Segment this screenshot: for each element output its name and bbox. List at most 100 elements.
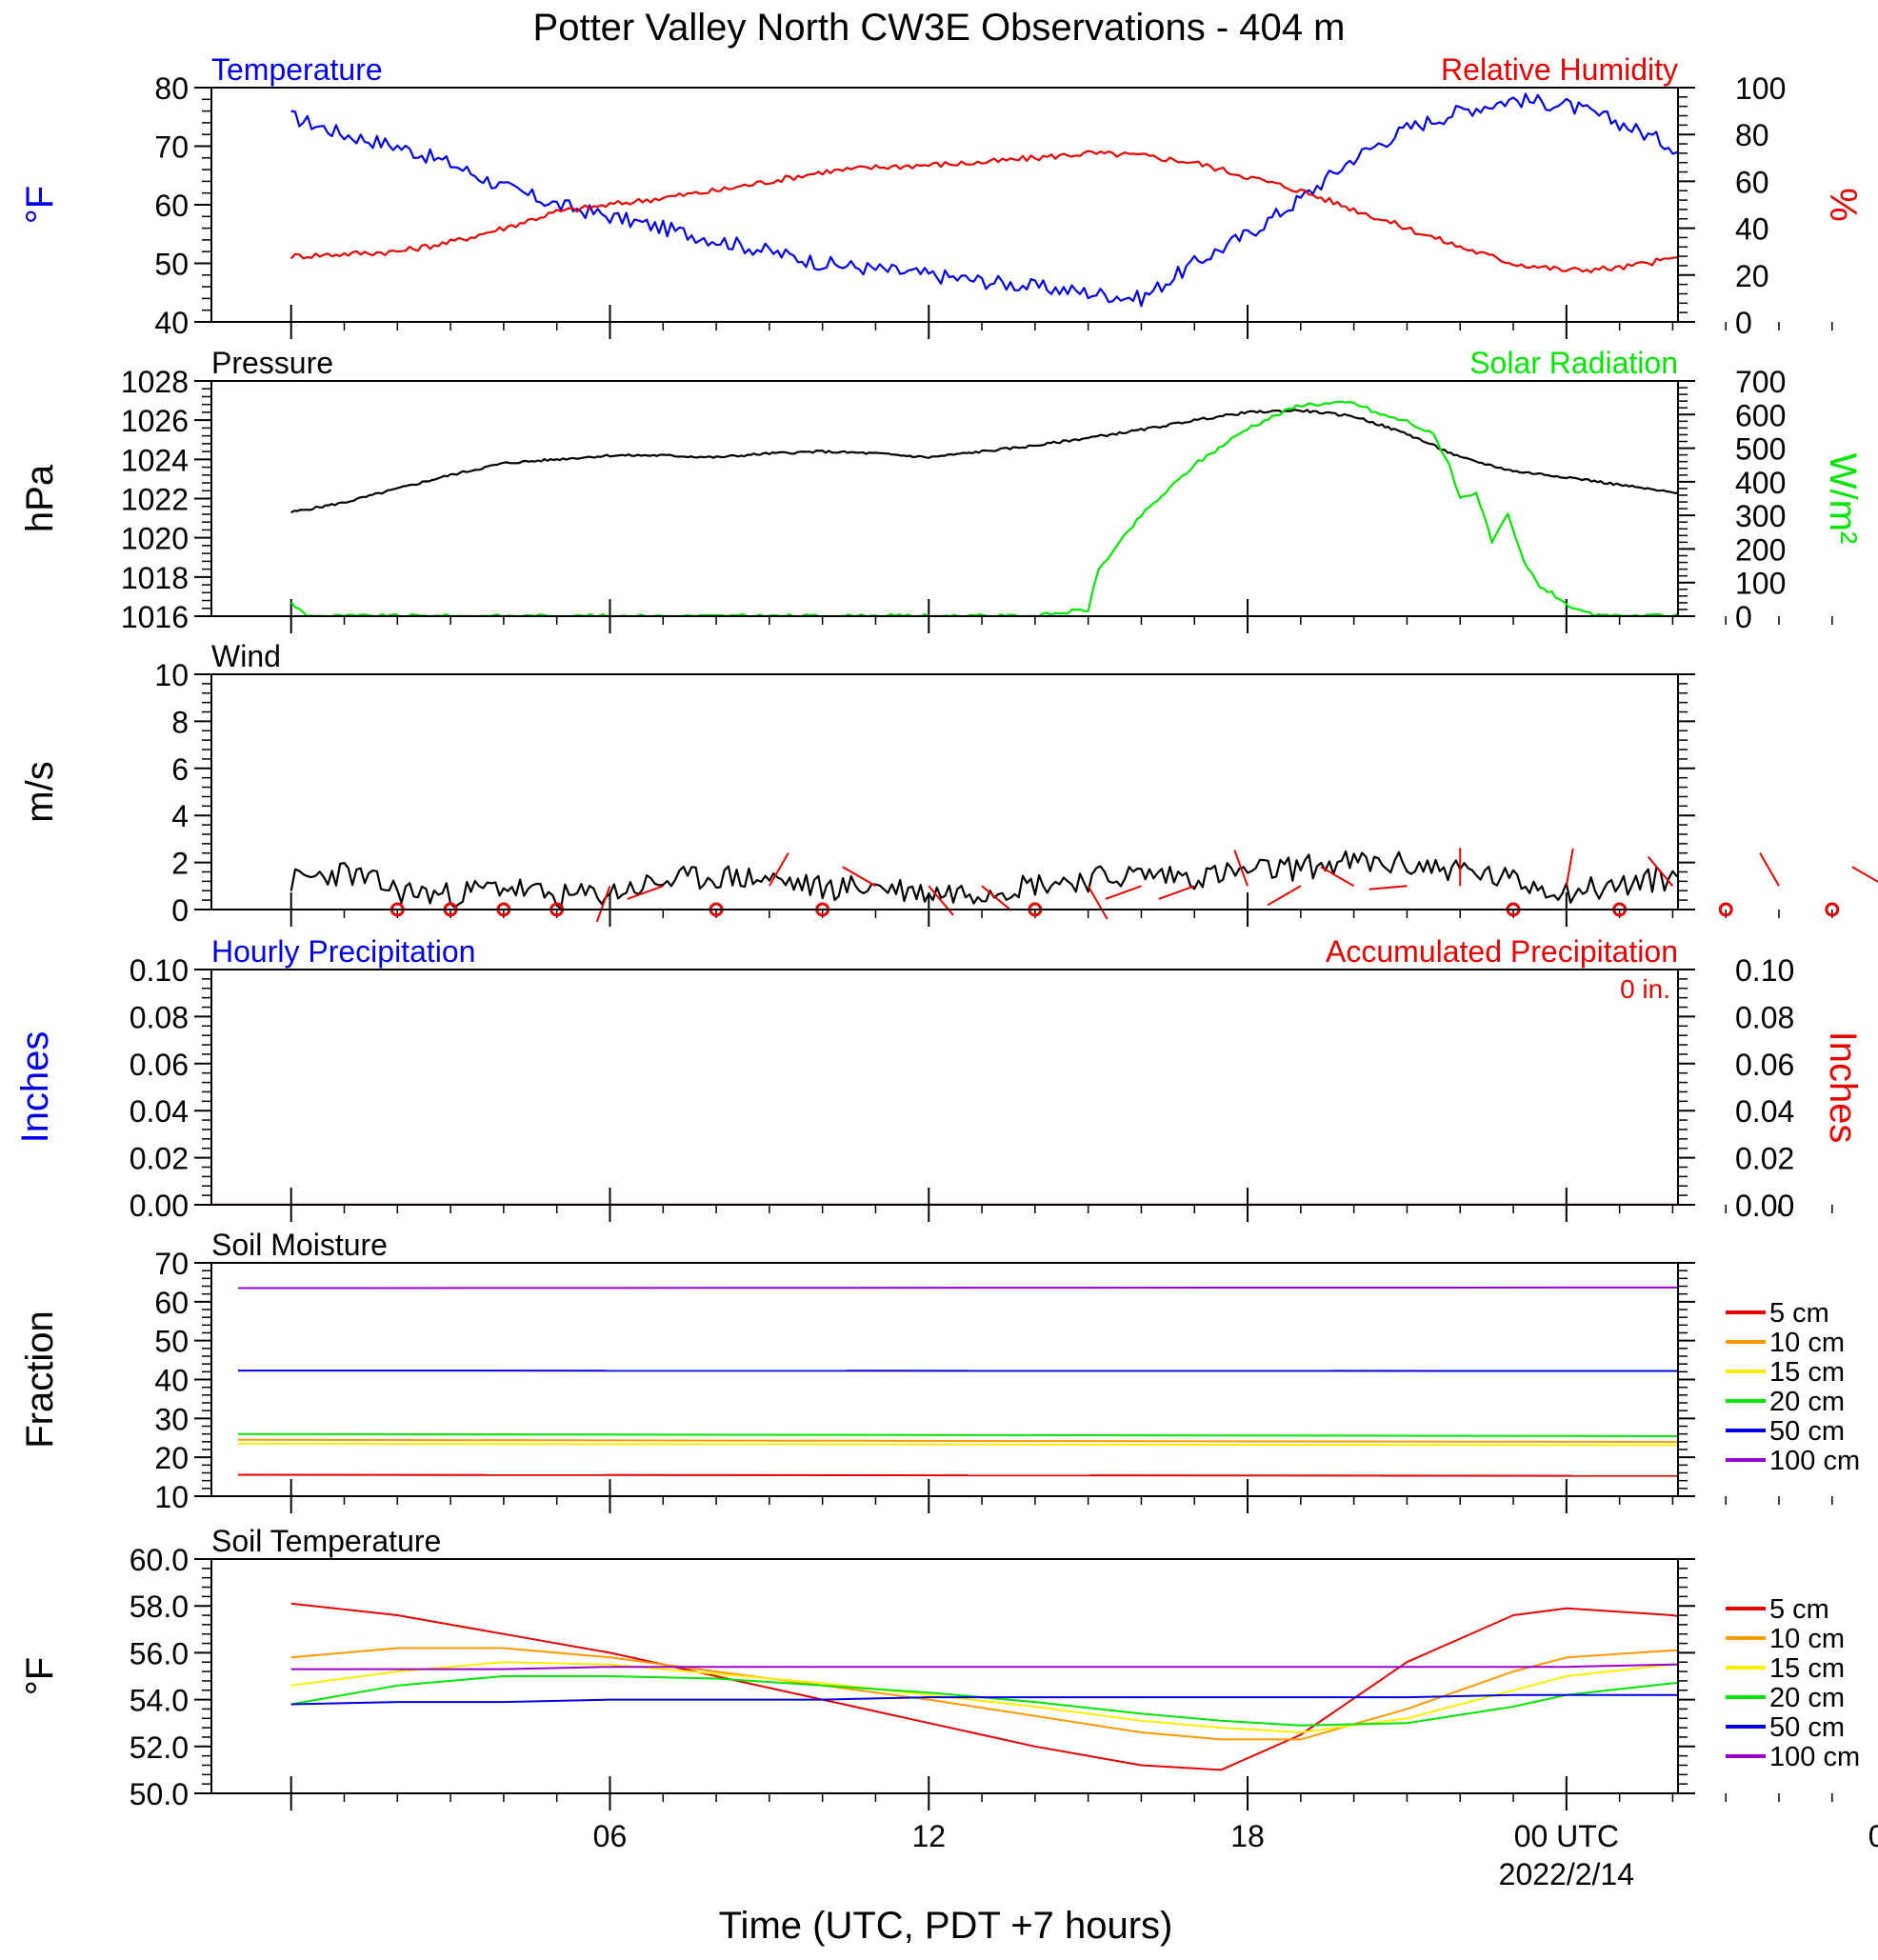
wind-barb: [1105, 885, 1142, 900]
y-tick-label: 4: [171, 799, 189, 833]
y-axis-title-right: W/m²: [1822, 453, 1864, 545]
y-tick-label: 1024: [121, 443, 189, 477]
wind-barb: [1369, 885, 1408, 890]
y-tick-label: 1018: [121, 561, 189, 595]
wind-barb: [769, 852, 789, 887]
y-tick-label: 0.00: [130, 1189, 189, 1223]
panel-frame: [210, 1558, 1679, 1794]
panel-temp_rh: 40 50 60 70 80 0 20 40 60 80 100 Temperature Relativ…: [19, 52, 1864, 340]
series-50-cm: [237, 1370, 1678, 1372]
y-right-tick-label: 0: [1735, 306, 1752, 340]
legend-label: 20 cm: [1769, 1683, 1845, 1713]
series-5-cm: [290, 1602, 1678, 1771]
y-right-tick-label: 0.02: [1735, 1142, 1794, 1176]
y-tick-label: 0.10: [130, 953, 189, 988]
y-tick-label: 54.0: [130, 1684, 189, 1718]
panel-title-right: Accumulated Precipitation: [1326, 934, 1678, 969]
legend-label: 100 cm: [1769, 1742, 1860, 1772]
y-tick-label: 70: [154, 1247, 189, 1281]
x-tick-label: 06: [593, 1819, 628, 1853]
y-tick-label: 30: [154, 1402, 189, 1436]
series-5-cm: [237, 1473, 1678, 1477]
y-tick-label: 0.08: [130, 1000, 189, 1034]
y-right-tick-label: 600: [1735, 398, 1786, 432]
y-tick-label: 40: [154, 306, 189, 340]
series-solar-radiation: [290, 400, 1678, 616]
panel-title-left: Soil Temperature: [211, 1524, 441, 1558]
plot-area: [290, 850, 1678, 910]
series-pressure: [290, 409, 1678, 514]
y-tick-label: 2: [171, 847, 189, 881]
x-tick-label: 18: [1230, 1819, 1265, 1853]
y-tick-label: 40: [154, 1364, 189, 1398]
wind-barb: [1851, 866, 1878, 884]
wind-barb: [627, 885, 664, 900]
y-right-tick-label: 0.10: [1735, 953, 1794, 988]
y-axis-title-right: %: [1822, 188, 1864, 222]
wind-barb: [1320, 866, 1355, 888]
panel-frame: [210, 969, 1679, 1206]
y-right-tick-label: 60: [1735, 165, 1769, 199]
x-tick-label: 06: [1868, 1819, 1878, 1853]
y-right-tick-label: 200: [1735, 532, 1786, 567]
series-50-cm: [290, 1693, 1678, 1706]
wind-barb: [1647, 856, 1674, 887]
wind-barb-calm: [1825, 902, 1840, 917]
wind-barb: [1158, 885, 1195, 900]
y-axis-title-left: Fraction: [19, 1310, 61, 1449]
legend-label: 50 cm: [1769, 1712, 1845, 1743]
panel-title-left: Temperature: [211, 52, 383, 87]
wind-barb-calm: [1718, 902, 1733, 917]
series-temperature: [290, 92, 1678, 308]
y-axis-title-left: °F: [19, 186, 61, 224]
y-tick-label: 80: [154, 71, 189, 106]
legend-label: 15 cm: [1769, 1653, 1845, 1684]
y-tick-label: 60: [154, 189, 189, 223]
y-right-tick-label: 300: [1735, 499, 1786, 533]
series-wind-speed: [290, 850, 1678, 910]
y-tick-label: 60: [154, 1286, 189, 1320]
wind-barb: [842, 866, 876, 888]
wind-barb: [595, 885, 611, 923]
y-tick-label: 0.06: [130, 1048, 189, 1082]
panel-title-left: Soil Moisture: [211, 1228, 388, 1262]
plot-area: [290, 400, 1678, 616]
y-tick-label: 0: [171, 893, 189, 928]
legend-label: 50 cm: [1769, 1416, 1845, 1447]
y-right-tick-label: 0: [1735, 600, 1752, 634]
y-tick-label: 56.0: [130, 1636, 189, 1670]
y-right-tick-label: 40: [1735, 212, 1769, 247]
panel-frame: [210, 380, 1679, 617]
legend-label: 5 cm: [1769, 1594, 1829, 1625]
y-right-tick-label: 100: [1735, 71, 1786, 106]
x-date-label: 2022/2/14: [1499, 1857, 1634, 1891]
panel-frame: [210, 673, 1679, 910]
y-tick-label: 60.0: [130, 1543, 189, 1577]
series-relative-humidity: [290, 150, 1678, 273]
panel-title-left: Hourly Precipitation: [211, 934, 475, 969]
y-tick-label: 1016: [121, 600, 189, 634]
plot-area: [237, 1286, 1678, 1477]
wind-barb: [1087, 885, 1109, 920]
series-15-cm: [290, 1661, 1678, 1733]
y-axis-title-left: Inches: [14, 1031, 56, 1144]
y-tick-label: 8: [171, 705, 189, 739]
y-right-tick-label: 400: [1735, 466, 1786, 500]
y-tick-label: 0.04: [130, 1094, 189, 1129]
y-right-tick-label: 80: [1735, 118, 1769, 152]
panel-pressure_solar: 1016 1018 1020 1022 1024 1026 1028 010020030040…: [19, 346, 1864, 634]
legend-label: 15 cm: [1769, 1357, 1845, 1388]
panel-title-right: Solar Radiation: [1469, 346, 1678, 380]
y-tick-label: 10: [154, 1480, 189, 1514]
plot-area: [290, 1602, 1678, 1771]
legend-label: 10 cm: [1769, 1328, 1845, 1358]
panel-precip: 0.00 0.02 0.04 0.06 0.08 0.10 0.00 0.02 0.04 0.06…: [14, 934, 1864, 1223]
figure-title: Potter Valley North CW3E Observations - …: [533, 7, 1346, 49]
y-tick-label: 1022: [121, 483, 189, 517]
legend-label: 100 cm: [1769, 1446, 1860, 1476]
y-tick-label: 70: [154, 130, 189, 165]
y-tick-label: 1026: [121, 404, 189, 438]
